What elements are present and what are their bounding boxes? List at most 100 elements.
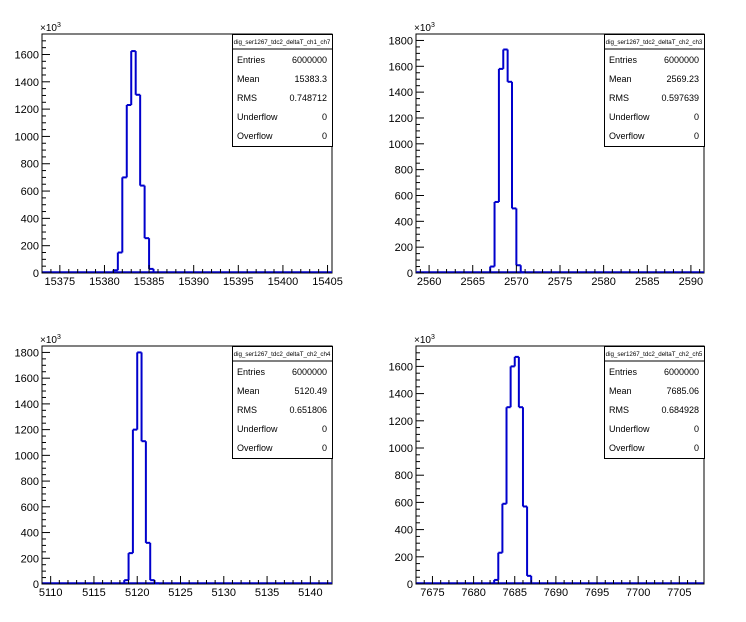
stats-label-rms: RMS <box>609 93 629 103</box>
exponent-power: 3 <box>57 22 61 29</box>
y-axis: 0 200 400 600 800 1000 1200 1400 1600 <box>389 345 424 591</box>
exponent-base: 10 <box>420 335 432 346</box>
stats-box: dig_ser1267_tdc2_deltaT_ch1_ch7 Entries 60… <box>232 34 333 147</box>
exponent-base: 10 <box>46 23 58 34</box>
y-tick-label: 200 <box>395 552 413 564</box>
stats-value-overflow: 0 <box>322 131 327 141</box>
y-axis: 0 200 400 600 800 1000 1200 1400 1600 <box>15 33 50 280</box>
stats-box-title: dig_ser1267_tdc2_deltaT_ch2_ch3 <box>606 39 703 46</box>
y-tick-label: 200 <box>21 553 39 565</box>
y-tick-label: 1000 <box>389 139 413 151</box>
y-tick-label: 400 <box>21 213 39 225</box>
stats-value-underflow: 0 <box>322 112 327 122</box>
y-tick-label: 800 <box>21 476 39 488</box>
y-tick-label: 1400 <box>389 87 413 99</box>
y-axis: 0 200 400 600 800 1000 1200 1400 1600 1800 <box>389 33 424 280</box>
y-tick-label: 1600 <box>15 49 39 61</box>
x-tick-label: 7675 <box>420 587 444 599</box>
stats-value-underflow: 0 <box>322 424 327 434</box>
x-tick-label: 5130 <box>212 587 236 599</box>
y-tick-label: 1600 <box>15 373 39 385</box>
y-tick-label: 0 <box>33 579 39 591</box>
histogram-pad-1: 15375 15380 15385 15390 15395 15400 15405 0 200 4… <box>15 22 343 288</box>
exponent-multiplier: × <box>414 23 420 34</box>
histogram-pad-4: 7675 7680 7685 7690 7695 7700 7705 0 200 400 600 80… <box>389 334 705 599</box>
stats-label-rms: RMS <box>609 405 629 415</box>
x-tick-label: 5140 <box>298 587 322 599</box>
y-tick-label: 0 <box>33 268 39 280</box>
y-tick-label: 600 <box>395 190 413 202</box>
y-tick-label: 0 <box>407 268 413 280</box>
stats-label-rms: RMS <box>237 405 257 415</box>
y-tick-label: 1400 <box>389 389 413 401</box>
stats-value-rms: 0.684928 <box>661 405 699 415</box>
x-tick-label: 2570 <box>504 276 528 288</box>
x-tick-label: 5135 <box>255 587 279 599</box>
histogram-series <box>42 50 332 273</box>
x-tick-label: 2575 <box>548 276 572 288</box>
stats-label-overflow: Overflow <box>609 443 645 453</box>
plot-frame <box>41 345 333 585</box>
y-tick-label: 1200 <box>389 113 413 125</box>
y-tick-label: 600 <box>395 497 413 509</box>
stats-box-frame <box>604 346 705 459</box>
stats-label-underflow: Underflow <box>237 112 278 122</box>
stats-value-mean: 15383.3 <box>294 74 327 84</box>
stats-label-rms: RMS <box>237 93 257 103</box>
exponent-power: 3 <box>57 334 61 341</box>
x-axis: 7675 7680 7685 7690 7695 7700 7705 <box>415 576 705 599</box>
histogram-pad-3: 5110 5115 5120 5125 5130 5135 5140 0 200 400 600 80… <box>15 334 333 599</box>
histogram-series <box>416 355 704 584</box>
stats-box-title: dig_ser1267_tdc2_deltaT_ch2_ch5 <box>606 351 703 358</box>
x-axis: 15375 15380 15385 15390 15395 15400 15405 <box>41 265 343 288</box>
stats-label-underflow: Underflow <box>237 424 278 434</box>
y-tick-label: 1800 <box>15 347 39 359</box>
y-tick-label: 600 <box>21 502 39 514</box>
y-axis: 0 200 400 600 800 1000 1200 1400 1600 1800 <box>15 345 50 591</box>
stats-box-frame <box>232 34 333 147</box>
exponent-power: 3 <box>431 334 435 341</box>
stats-value-mean: 7685.06 <box>666 386 699 396</box>
x-tick-label: 15375 <box>45 276 76 288</box>
exponent-base: 10 <box>46 335 58 346</box>
x-tick-label: 5125 <box>168 587 192 599</box>
y-exponent-label: ×103 <box>40 22 61 34</box>
stats-label-entries: Entries <box>609 55 638 65</box>
stats-value-entries: 6000000 <box>292 367 327 377</box>
stats-box: dig_ser1267_tdc2_deltaT_ch2_ch5 Entries 60… <box>604 346 705 459</box>
stats-label-mean: Mean <box>609 386 632 396</box>
y-tick-label: 1400 <box>15 399 39 411</box>
stats-value-entries: 6000000 <box>664 55 699 65</box>
stats-value-rms: 0.597639 <box>661 93 699 103</box>
x-tick-label: 15380 <box>89 276 120 288</box>
y-tick-label: 200 <box>21 241 39 253</box>
x-tick-label: 7685 <box>503 587 527 599</box>
x-tick-label: 15390 <box>178 276 209 288</box>
stats-label-overflow: Overflow <box>237 443 273 453</box>
x-axis: 2560 2565 2570 2575 2580 2585 2590 <box>417 265 703 288</box>
histogram-pad-2: 2560 2565 2570 2575 2580 2585 2590 0 200 400 600 80… <box>389 22 705 288</box>
exponent-power: 3 <box>431 22 435 29</box>
stats-label-overflow: Overflow <box>609 131 645 141</box>
plot-frame <box>415 345 705 585</box>
y-tick-label: 800 <box>395 165 413 177</box>
y-tick-label: 1400 <box>15 77 39 89</box>
y-tick-label: 1200 <box>15 425 39 437</box>
y-tick-label: 0 <box>407 579 413 591</box>
x-tick-label: 7705 <box>667 587 691 599</box>
x-tick-label: 2580 <box>591 276 615 288</box>
y-tick-label: 400 <box>395 525 413 537</box>
y-exponent-label: ×103 <box>414 334 435 346</box>
x-tick-label: 15400 <box>268 276 299 288</box>
y-tick-label: 1600 <box>389 361 413 373</box>
stats-label-overflow: Overflow <box>237 131 273 141</box>
y-tick-label: 1600 <box>389 61 413 73</box>
stats-box-title: dig_ser1267_tdc2_deltaT_ch1_ch7 <box>234 39 331 46</box>
stats-box: dig_ser1267_tdc2_deltaT_ch2_ch4 Entries 60… <box>232 346 333 459</box>
stats-label-mean: Mean <box>609 74 632 84</box>
x-tick-label: 7680 <box>461 587 485 599</box>
y-exponent-label: ×103 <box>414 22 435 34</box>
stats-value-underflow: 0 <box>694 112 699 122</box>
stats-value-rms: 0.651806 <box>289 405 327 415</box>
